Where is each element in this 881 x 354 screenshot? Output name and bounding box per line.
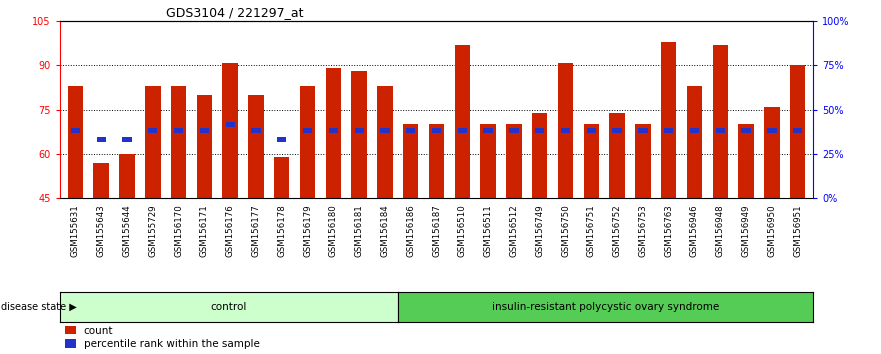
Text: GSM155644: GSM155644 (122, 204, 131, 257)
Bar (742, 128, 751, 133)
Bar (122, 137, 131, 142)
Bar (635, 125, 651, 198)
Bar (145, 86, 160, 198)
Text: GSM156750: GSM156750 (561, 204, 570, 257)
Text: GSM156181: GSM156181 (355, 204, 364, 257)
Text: GSM156171: GSM156171 (200, 204, 209, 257)
Bar (587, 128, 596, 133)
Bar (377, 86, 393, 198)
Bar (70, 128, 80, 133)
Text: GSM156749: GSM156749 (536, 204, 544, 257)
Bar (429, 125, 444, 198)
Bar (226, 122, 235, 127)
Text: GSM156950: GSM156950 (767, 204, 776, 257)
Text: GDS3104 / 221297_at: GDS3104 / 221297_at (166, 6, 303, 19)
Bar (352, 72, 366, 198)
Bar (790, 65, 805, 198)
Bar (68, 86, 83, 198)
Bar (171, 86, 186, 198)
Bar (664, 128, 673, 133)
Text: GSM156946: GSM156946 (690, 204, 699, 257)
Text: GSM156511: GSM156511 (484, 204, 492, 257)
Bar (661, 42, 677, 198)
Text: GSM156170: GSM156170 (174, 204, 183, 257)
Bar (764, 107, 780, 198)
Bar (326, 68, 341, 198)
Text: insulin-resistant polycystic ovary syndrome: insulin-resistant polycystic ovary syndr… (492, 302, 719, 312)
Text: GSM156184: GSM156184 (381, 204, 389, 257)
Text: GSM156951: GSM156951 (793, 204, 803, 257)
Bar (119, 154, 135, 198)
Text: GSM156180: GSM156180 (329, 204, 337, 257)
Bar (767, 128, 776, 133)
Bar (690, 128, 700, 133)
Text: disease state ▶: disease state ▶ (1, 302, 77, 312)
Bar (248, 95, 263, 198)
Bar (484, 128, 492, 133)
Bar (509, 128, 519, 133)
Legend: count, percentile rank within the sample: count, percentile rank within the sample (65, 326, 260, 349)
Text: GSM156178: GSM156178 (278, 204, 286, 257)
Bar (381, 128, 389, 133)
Bar (274, 157, 290, 198)
Bar (532, 113, 547, 198)
Text: GSM156763: GSM156763 (664, 204, 673, 257)
Bar (715, 128, 725, 133)
Bar (222, 63, 238, 198)
Bar (793, 128, 803, 133)
Bar (300, 86, 315, 198)
Bar (558, 63, 574, 198)
Text: GSM155643: GSM155643 (97, 204, 106, 257)
Bar (196, 95, 212, 198)
Text: GSM156179: GSM156179 (303, 204, 312, 257)
Bar (535, 128, 544, 133)
Bar (638, 128, 648, 133)
Bar (687, 86, 702, 198)
Bar (200, 128, 209, 133)
Bar (251, 128, 261, 133)
Bar (561, 128, 570, 133)
Bar (329, 128, 338, 133)
Bar (97, 137, 106, 142)
Bar (610, 113, 625, 198)
Text: GSM156949: GSM156949 (742, 204, 751, 257)
Text: GSM156177: GSM156177 (251, 204, 261, 257)
Bar (458, 128, 467, 133)
Bar (354, 128, 364, 133)
Text: GSM156948: GSM156948 (715, 204, 725, 257)
Bar (507, 125, 522, 198)
Text: GSM156510: GSM156510 (458, 204, 467, 257)
Bar (148, 128, 158, 133)
Bar (432, 128, 441, 133)
Text: GSM156752: GSM156752 (612, 204, 622, 257)
Bar (174, 128, 183, 133)
Bar (455, 45, 470, 198)
Bar (583, 125, 599, 198)
Bar (303, 128, 312, 133)
Bar (738, 125, 754, 198)
Text: GSM156187: GSM156187 (432, 204, 441, 257)
Bar (713, 45, 728, 198)
Bar (612, 128, 622, 133)
Bar (93, 163, 109, 198)
Bar (403, 125, 418, 198)
Text: GSM155729: GSM155729 (148, 204, 158, 257)
Bar (480, 125, 496, 198)
Bar (406, 128, 415, 133)
Text: GSM156186: GSM156186 (406, 204, 415, 257)
Bar (278, 137, 286, 142)
Text: GSM156753: GSM156753 (639, 204, 648, 257)
Text: GSM156176: GSM156176 (226, 204, 234, 257)
Text: GSM156512: GSM156512 (509, 204, 518, 257)
Text: GSM156751: GSM156751 (587, 204, 596, 257)
Text: control: control (211, 302, 247, 312)
Text: GSM155631: GSM155631 (70, 204, 80, 257)
